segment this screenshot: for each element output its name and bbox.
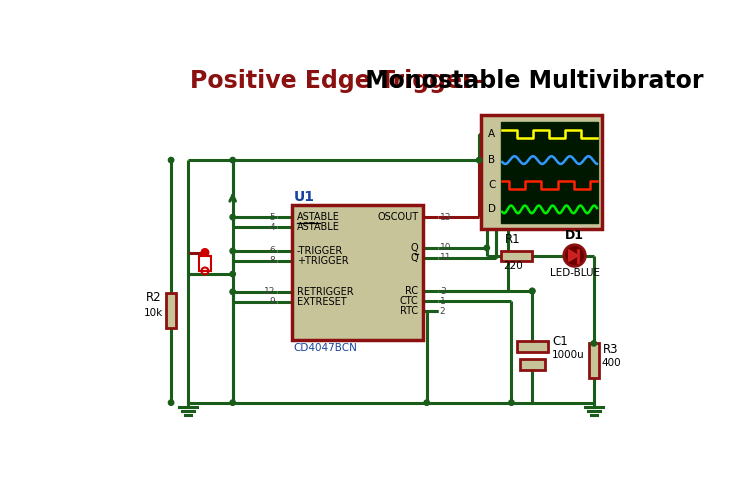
Text: C: C [488,180,496,190]
Text: B: B [488,155,496,165]
Circle shape [509,400,514,406]
Text: 220: 220 [503,260,523,270]
Circle shape [530,288,535,294]
Text: 9: 9 [269,298,275,306]
Text: Positive Edge Trigger- Monostable Multivibrator: Positive Edge Trigger- Monostable Multiv… [368,79,401,80]
Text: D: D [488,204,496,214]
Bar [292,205,423,340]
Bar [520,359,544,370]
Text: LED-BLUE: LED-BLUE [550,268,599,278]
Text: 4: 4 [269,222,275,232]
Text: CTC: CTC [400,296,418,306]
Text: R2: R2 [146,291,161,304]
Text: 10: 10 [440,244,452,252]
Polygon shape [568,250,578,262]
Bar [199,256,211,271]
Circle shape [202,249,208,256]
Bar [481,116,602,230]
Text: Q: Q [411,253,419,263]
Text: 1: 1 [440,296,446,306]
Circle shape [424,400,430,406]
Bar [517,341,548,352]
Text: RETRIGGER: RETRIGGER [296,287,353,297]
Circle shape [476,158,482,163]
Text: 6: 6 [269,246,275,256]
Circle shape [169,400,174,406]
Text: U1: U1 [293,190,314,204]
Bar [166,293,176,328]
Text: R3: R3 [603,342,619,355]
Bar [589,343,598,378]
Text: 12: 12 [264,288,275,296]
Text: 2: 2 [440,306,446,316]
Text: 1000u: 1000u [552,350,585,360]
Text: RTC: RTC [400,306,418,316]
Text: RC: RC [405,286,418,296]
Circle shape [230,158,236,163]
Circle shape [484,245,490,250]
Text: Monostable Multivibrator: Monostable Multivibrator [358,69,704,93]
Circle shape [230,248,236,254]
Circle shape [564,245,585,266]
Circle shape [230,289,236,294]
Circle shape [530,288,535,294]
Text: 3: 3 [440,286,446,296]
Text: OSCOUT: OSCOUT [377,212,419,222]
Text: 5: 5 [269,212,275,222]
Text: ASTABLE: ASTABLE [296,222,340,232]
Text: 8: 8 [269,256,275,266]
Text: D1: D1 [565,229,584,242]
Text: CD4047BCN: CD4047BCN [293,343,358,353]
Text: Positive Edge Trigger-: Positive Edge Trigger- [190,69,484,93]
Text: Q: Q [411,243,419,253]
Text: C1: C1 [552,335,568,348]
Text: -TRIGGER: -TRIGGER [296,246,343,256]
Text: ASTABLE: ASTABLE [296,212,340,222]
Text: EXTRESET: EXTRESET [296,297,346,307]
Text: 13: 13 [440,212,452,222]
Circle shape [230,400,236,406]
Circle shape [230,272,236,277]
Circle shape [230,214,236,220]
Text: 10k: 10k [144,308,163,318]
Circle shape [591,340,596,346]
Text: A: A [488,129,496,139]
Text: 400: 400 [601,358,620,368]
Text: R1: R1 [506,234,520,246]
Text: +TRIGGER: +TRIGGER [296,256,348,266]
Circle shape [169,158,174,163]
Text: 11: 11 [440,254,452,262]
Bar [502,250,532,260]
Bar [501,122,598,223]
